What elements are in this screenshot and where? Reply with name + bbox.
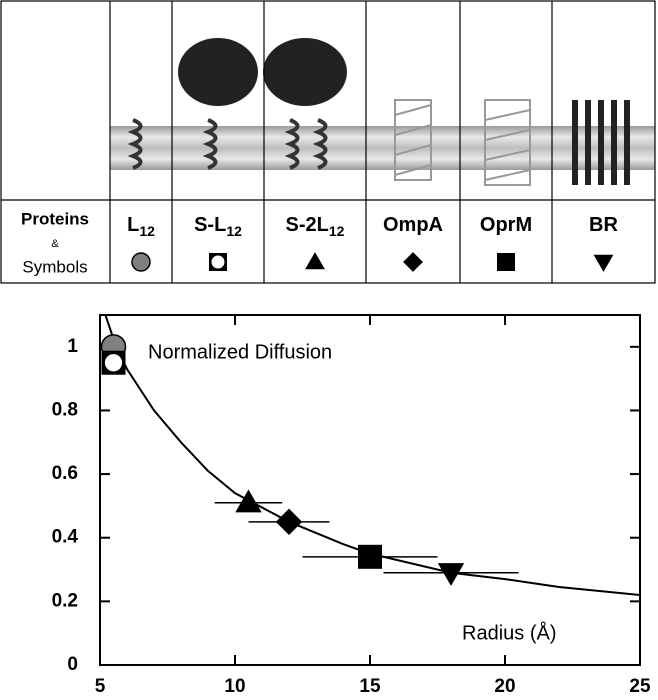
protein-name-base: S-L	[194, 214, 226, 236]
row-label: &	[51, 238, 59, 250]
x-tick-label: 5	[95, 676, 106, 697]
protein-name-base: OmpA	[383, 214, 443, 236]
x-tick-label: 25	[629, 676, 651, 697]
protein-name: BR	[589, 214, 618, 236]
marker	[437, 563, 465, 586]
marker	[403, 252, 423, 272]
protein-name: OprM	[480, 214, 532, 236]
legend-table: L12 S-L12 S-2L12 OmpA OprM BR Proteins & Symb…	[0, 0, 656, 284]
protein-name-base: OprM	[480, 214, 532, 236]
y-tick-label: 0.4	[52, 527, 79, 548]
protein-name: L12	[127, 214, 155, 238]
plot-frame	[99, 314, 641, 666]
protein-name: OmpA	[383, 214, 443, 236]
protein-name-base: L	[127, 214, 139, 236]
y-tick-label: 0.2	[52, 590, 78, 611]
marker	[101, 350, 126, 375]
marker	[593, 254, 614, 272]
marker	[209, 253, 227, 271]
y-tick-label: 0	[67, 654, 78, 675]
marker	[275, 508, 303, 536]
axis-label: Radius (Å)	[462, 621, 556, 644]
marker	[497, 253, 515, 271]
table-border	[0, 0, 656, 284]
x-tick-label: 20	[494, 676, 515, 697]
x-tick-label: 15	[359, 676, 381, 697]
barrels	[394, 99, 531, 186]
row-label: Symbols	[22, 257, 87, 276]
helices	[127, 118, 328, 170]
annotation: Normalized Diffusion	[148, 341, 332, 363]
marker-part	[104, 354, 123, 372]
y-tick-label: 0.6	[52, 463, 78, 484]
protein-name-subscript: 12	[139, 223, 155, 239]
br-helices	[572, 100, 630, 185]
y-tick-label: 0.8	[52, 399, 78, 420]
marker	[235, 489, 262, 513]
marker	[305, 252, 325, 270]
marker	[358, 544, 382, 569]
membrane-images	[110, 38, 655, 186]
marker-part	[211, 255, 225, 269]
membrane	[110, 126, 655, 170]
protein-name: S-L12	[194, 214, 242, 238]
protein-name-subscript: 12	[329, 223, 345, 239]
protein-name-base: S-2L	[286, 214, 329, 236]
soluble-domains	[178, 38, 347, 106]
protein-name-base: BR	[589, 214, 618, 236]
x-tick-label: 10	[224, 676, 245, 697]
protein-name: S-2L12	[286, 214, 345, 238]
marker	[131, 252, 151, 272]
protein-name-subscript: 12	[226, 223, 242, 239]
y-tick-label: 1	[67, 336, 78, 357]
row-label: Proteins	[21, 209, 89, 228]
